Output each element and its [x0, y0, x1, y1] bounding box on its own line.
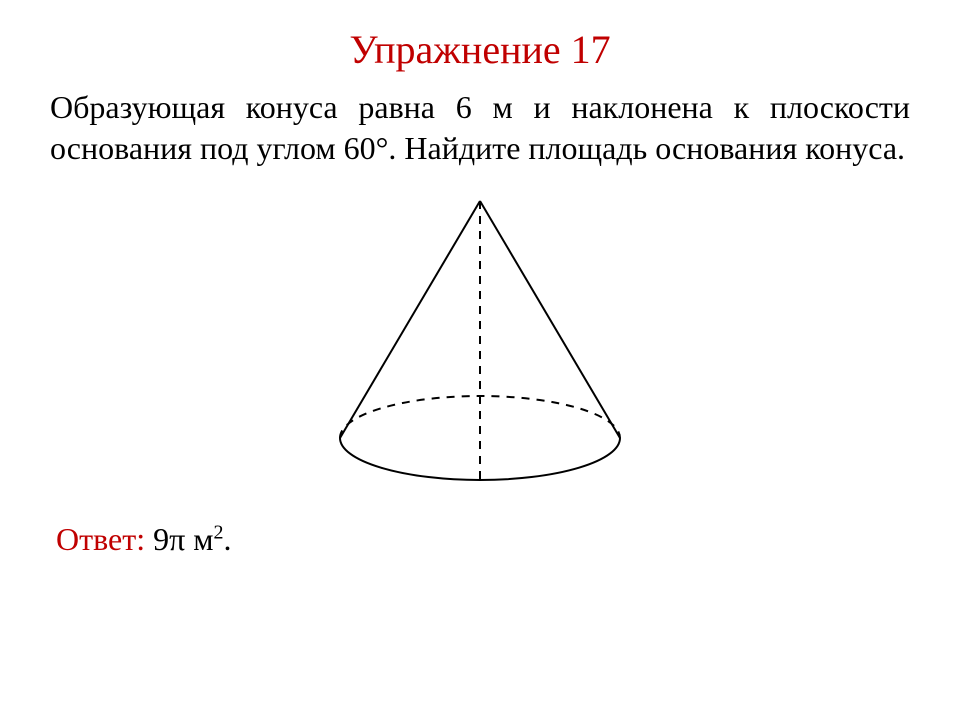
problem-text: Образующая конуса равна 6 м и наклонена …	[50, 87, 910, 169]
cone-slant-right	[480, 201, 620, 438]
slide: Упражнение 17 Образующая конуса равна 6 …	[0, 0, 960, 720]
answer-pi: π	[169, 521, 185, 557]
answer-label: Ответ:	[56, 521, 145, 557]
cone-slant-left	[340, 201, 480, 438]
answer-period: .	[224, 521, 232, 557]
answer-line: Ответ: 9π м2.	[56, 521, 910, 558]
answer-unit-exp: 2	[214, 521, 224, 543]
exercise-title: Упражнение 17	[50, 26, 910, 73]
answer-unit-base: м	[185, 521, 213, 557]
answer-value-prefix: 9	[145, 521, 169, 557]
cone-svg	[300, 183, 660, 493]
cone-figure	[50, 183, 910, 493]
